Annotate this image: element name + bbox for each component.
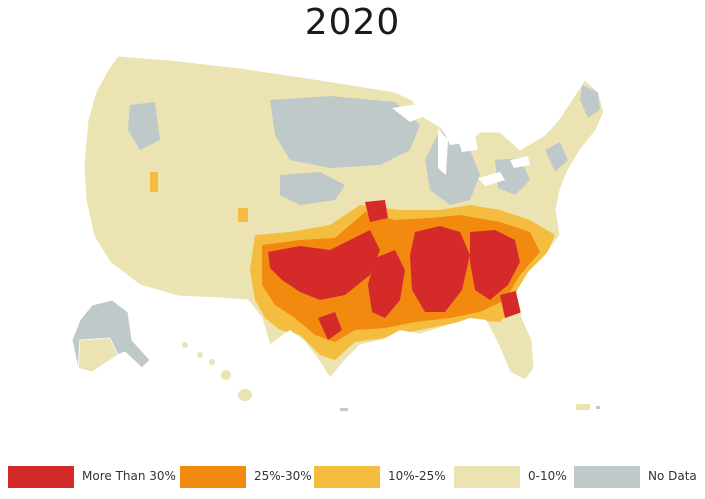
legend-swatch	[8, 466, 74, 488]
map-title: 2020	[304, 2, 401, 43]
legend-swatch	[454, 466, 520, 488]
legend-swatch	[314, 466, 380, 488]
alaska-south-counties	[77, 337, 119, 373]
legend-label: More Than 30%	[82, 469, 176, 483]
no-data-regions	[128, 85, 600, 205]
legend-swatch	[180, 466, 246, 488]
us-county-map	[71, 55, 605, 411]
legend: More Than 30% 25%-30% 10%-25% 0-10% No D…	[8, 464, 703, 490]
great-lakes	[392, 104, 530, 186]
western-spot-nevada	[150, 172, 158, 192]
virgin-islands	[596, 406, 600, 409]
hawaii	[182, 342, 252, 401]
legend-label: 10%-25%	[388, 469, 446, 483]
puerto-rico	[576, 404, 590, 410]
legend-swatch	[574, 466, 640, 488]
legend-label: No Data	[648, 469, 697, 483]
small-islands	[340, 408, 348, 411]
legend-label: 0-10%	[528, 469, 567, 483]
band-more-than-30	[268, 200, 522, 340]
legend-label: 25%-30%	[254, 469, 312, 483]
western-spot-colorado	[238, 208, 248, 222]
